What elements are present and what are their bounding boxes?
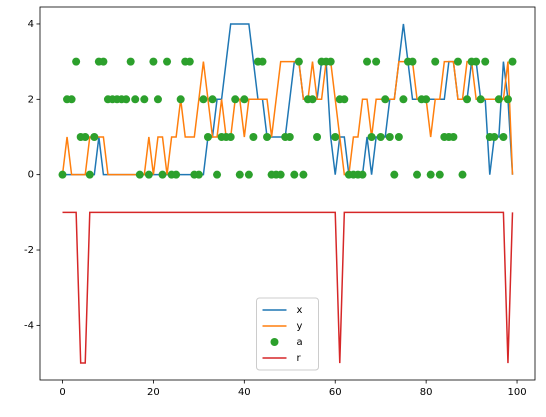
line-series [62, 211, 514, 364]
scatter-point [199, 95, 208, 104]
scatter-point [449, 132, 458, 141]
legend-box [256, 297, 319, 371]
scatter-point [508, 57, 517, 66]
legend-label: a [297, 337, 303, 348]
plot-frame [39, 6, 536, 381]
scatter-point [340, 95, 349, 104]
scatter-point [358, 170, 367, 179]
scatter-point [122, 95, 131, 104]
scatter-point [435, 170, 444, 179]
scatter-point [153, 95, 162, 104]
x-tick-label: 20 [147, 387, 160, 398]
y-tick-label: -2 [24, 245, 34, 256]
scatter-point [453, 57, 462, 66]
scatter-point [290, 170, 299, 179]
scatter-point [463, 95, 472, 104]
scatter-point [331, 132, 340, 141]
scatter-point [85, 170, 94, 179]
scatter-point [326, 57, 335, 66]
scatter-point [131, 95, 140, 104]
scatter-point [194, 170, 203, 179]
scatter-point [308, 95, 317, 104]
scatter-point [126, 57, 135, 66]
scatter-point [276, 170, 285, 179]
scatter-point [431, 57, 440, 66]
scatter-point [490, 132, 499, 141]
scatter-point [367, 132, 376, 141]
x-tick-label: 80 [420, 387, 433, 398]
scatter-point [244, 170, 253, 179]
scatter-point [476, 95, 485, 104]
x-tick-label: 100 [507, 387, 526, 398]
scatter-point [299, 170, 308, 179]
scatter-point [481, 57, 490, 66]
scatter-point [376, 132, 385, 141]
scatter-point [294, 57, 303, 66]
x-tick-label: 40 [238, 387, 251, 398]
scatter-point [240, 95, 249, 104]
scatter-point [313, 132, 322, 141]
scatter-point [381, 95, 390, 104]
scatter-point [408, 57, 417, 66]
scatter-point [90, 132, 99, 141]
scatter-point [499, 132, 508, 141]
y-tick-label: 0 [28, 170, 34, 181]
scatter-point [185, 57, 194, 66]
scatter-point [494, 95, 503, 104]
scatter-point [81, 132, 90, 141]
scatter-point [426, 170, 435, 179]
scatter-point [99, 57, 108, 66]
legend-marker [270, 338, 279, 346]
scatter-point [144, 170, 153, 179]
scatter-point [135, 170, 144, 179]
scatter-point [72, 57, 81, 66]
y-tick-label: 4 [28, 19, 34, 30]
legend-label: r [297, 353, 302, 364]
scatter-point [213, 170, 222, 179]
scatter-point [249, 132, 258, 141]
scatter-point [226, 132, 235, 141]
scatter-point [203, 132, 212, 141]
scatter-point [472, 57, 481, 66]
scatter-point [158, 170, 167, 179]
scatter-point [58, 170, 67, 179]
scatter-point [258, 57, 267, 66]
legend-label: x [297, 305, 303, 316]
y-tick-label: 2 [28, 94, 34, 105]
scatter-point [503, 95, 512, 104]
scatter-point [390, 170, 399, 179]
scatter-point [363, 57, 372, 66]
scatter-point [67, 95, 76, 104]
scatter-point [394, 132, 403, 141]
scatter-point [235, 170, 244, 179]
scatter-point [458, 170, 467, 179]
y-tick-label: -4 [24, 320, 34, 331]
scatter-point [422, 95, 431, 104]
x-tick-label: 0 [59, 387, 65, 398]
scatter-point [208, 95, 217, 104]
scatter-point [413, 170, 422, 179]
legend-label: y [297, 321, 303, 332]
scatter-point [149, 57, 158, 66]
scatter-point [172, 170, 181, 179]
scatter-point [285, 132, 294, 141]
scatter-point [263, 132, 272, 141]
scatter-point [163, 57, 172, 66]
scatter-point [231, 95, 240, 104]
scatter-point [399, 95, 408, 104]
scatter-point [372, 57, 381, 66]
scatter-point [176, 95, 185, 104]
x-tick-label: 60 [329, 387, 342, 398]
scatter-point [385, 132, 394, 141]
scatter-point [140, 95, 149, 104]
